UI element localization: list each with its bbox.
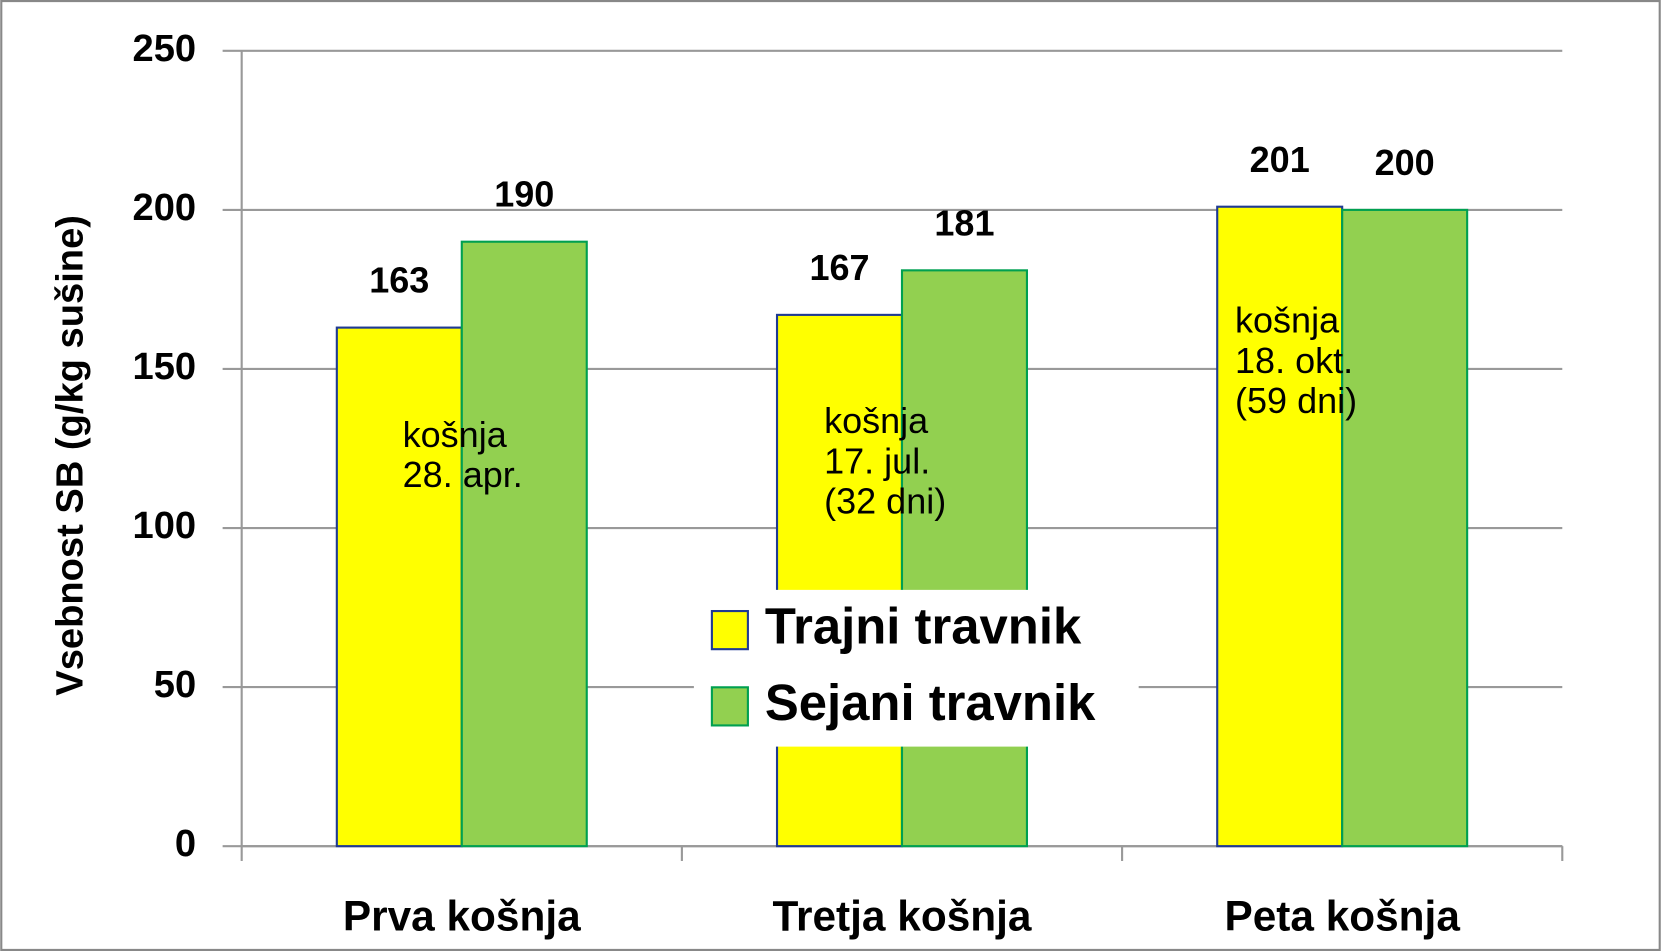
y-tick-label: 250 [133,27,197,70]
bar [1341,208,1469,848]
legend-swatch [710,609,749,651]
y-tick-label: 100 [133,504,197,547]
bar [775,313,904,848]
annotation: košnja [403,414,508,455]
annotation: 17. jul. [824,440,930,481]
y-tick-label: 200 [133,186,197,229]
annotation: 18. okt. [1235,340,1353,381]
x-tick-label: Peta košnja [1224,892,1460,939]
y-tick-label: 150 [133,345,197,388]
annotation: košnja [1235,300,1340,341]
x-tick-label: Prva košnja [343,892,581,939]
value-label: 190 [494,174,554,215]
legend-label: Trajni travnik [765,598,1082,655]
annotation: 28. apr. [403,454,523,495]
bar [900,269,1029,848]
value-label: 167 [809,247,869,288]
y-tick-label: 0 [175,822,196,865]
y-tick-label: 50 [154,663,196,706]
bar [335,326,463,848]
legend-swatch [710,686,749,727]
value-label: 163 [369,260,429,301]
legend-label: Sejani travnik [765,674,1096,731]
annotation: (32 dni) [824,481,946,522]
annotation: (59 dni) [1235,380,1357,421]
legend-box [693,589,1139,747]
x-tick-label: Tretja košnja [772,892,1031,939]
bar [460,240,588,848]
value-label: 200 [1375,142,1435,183]
y-axis-label: Vsebnost SB (g/kg sušine) [48,215,91,696]
bar [1216,205,1344,848]
value-label: 201 [1250,139,1310,180]
value-label: 181 [934,202,994,243]
annotation: košnja [824,400,929,441]
